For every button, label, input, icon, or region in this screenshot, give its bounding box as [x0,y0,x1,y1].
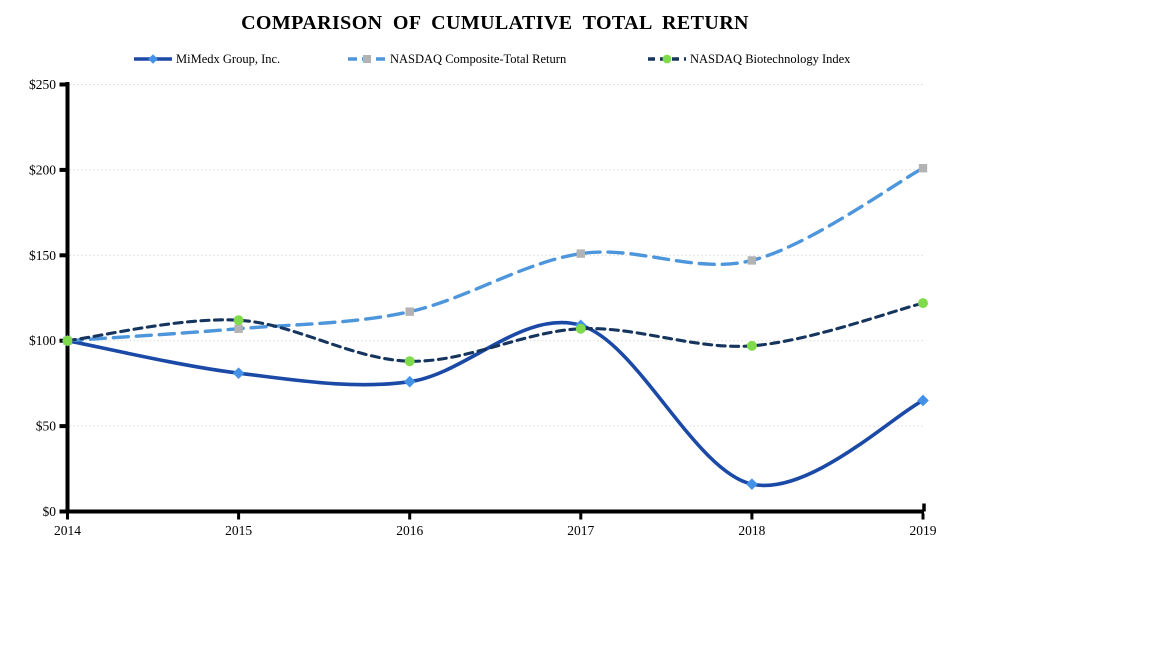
data-point-mimedx [917,394,929,407]
y-tick-label: $200 [29,162,56,177]
data-point-nasdaq-composite [405,307,414,316]
legend-item-nasdaq-composite: NASDAQ Composite-Total Return [347,50,566,68]
data-point-nasdaq-biotech [404,356,415,367]
x-tick-label: 2017 [567,523,594,538]
legend-item-nasdaq-biotech: NASDAQ Biotechnology Index [647,50,850,68]
x-tick-label: 2016 [396,523,423,538]
x-tick-label: 2019 [910,523,937,538]
diamond-marker-icon [148,54,158,64]
y-tick-label: $100 [29,333,56,348]
data-point-mimedx [403,375,416,388]
legend-label-nasdaq-composite: NASDAQ Composite-Total Return [390,51,567,66]
data-point-nasdaq-biotech [918,298,928,309]
data-point-nasdaq-biotech [233,315,244,326]
y-tick-label: $50 [36,419,57,434]
y-tick-label: $250 [29,77,56,92]
series-line-mimedx [65,320,925,488]
legend-label-nasdaq-biotech: NASDAQ Biotechnology Index [690,51,851,66]
mimedx-line-diamond-icon [134,54,172,64]
data-point-nasdaq-composite [747,256,757,265]
data-point-mimedx [232,367,245,379]
legend-item-mimedx: MiMedx Group, Inc. [133,50,280,68]
data-point-nasdaq-composite [918,163,928,173]
x-tick-label: 2018 [738,523,765,538]
composite-line-square-icon [348,55,386,63]
series-line-nasdaq-composite [65,166,925,343]
data-point-nasdaq-biotech [746,340,757,351]
data-point-mimedx [746,478,758,490]
y-tick-label: $0 [43,504,57,519]
chart-title: COMPARISON OF CUMULATIVE TOTAL RETURN [241,12,749,34]
x-tick-label: 2015 [225,523,252,538]
series-line-nasdaq-biotech [65,301,925,363]
legend-label-mimedx: MiMedx Group, Inc. [176,51,281,66]
y-tick-label: $150 [29,248,56,263]
chart-legend: MiMedx Group, Inc. NASDAQ Composite-Tota… [0,50,1152,70]
biotech-line-circle-icon [648,54,686,64]
data-point-nasdaq-composite [576,249,585,258]
data-point-nasdaq-biotech [62,335,73,346]
circle-marker-icon [662,54,672,64]
data-point-nasdaq-composite [234,324,243,333]
data-point-nasdaq-biotech [575,323,586,334]
x-tick-label: 2014 [54,523,81,538]
square-marker-icon [363,55,371,63]
